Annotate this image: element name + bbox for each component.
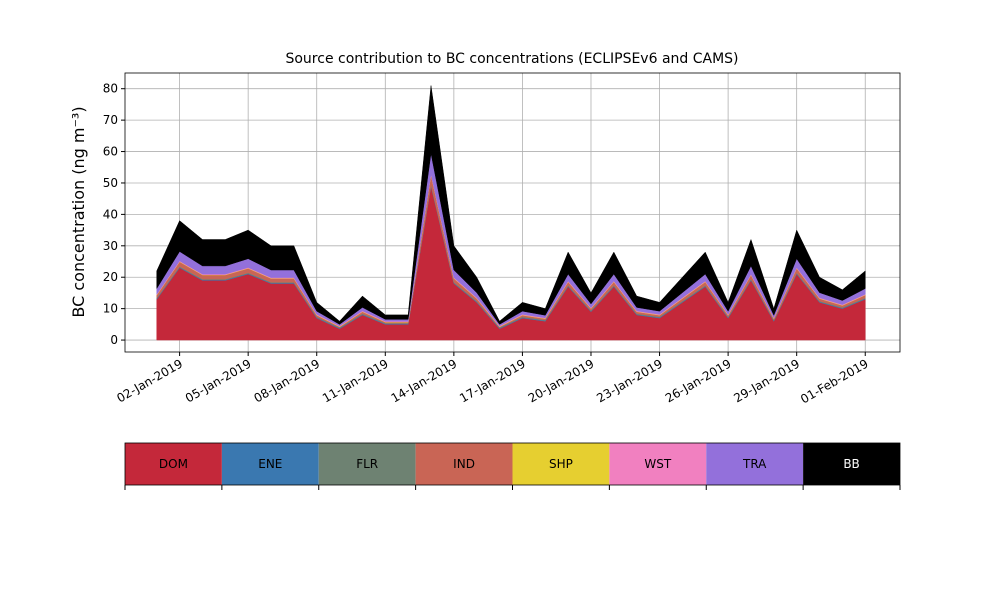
y-tick-label: 80 <box>103 82 118 96</box>
legend-swatch <box>125 443 222 485</box>
x-tick-label: 20-Jan-2019 <box>526 356 597 405</box>
legend-swatch <box>803 443 900 485</box>
x-tick-label: 23-Jan-2019 <box>594 356 665 405</box>
x-tick-label: 14-Jan-2019 <box>389 356 460 405</box>
legend-label: IND <box>453 457 475 471</box>
y-tick-label: 60 <box>103 145 118 159</box>
y-tick-label: 0 <box>110 333 118 347</box>
legend-label: DOM <box>159 457 188 471</box>
x-tick-label: 29-Jan-2019 <box>731 356 802 405</box>
chart-title: Source contribution to BC concentrations… <box>285 51 738 67</box>
legend-label: TRA <box>742 457 767 471</box>
legend-label: BB <box>843 457 859 471</box>
x-tick-label: 08-Jan-2019 <box>251 356 322 405</box>
legend-swatch <box>318 443 416 485</box>
x-tick-label: 26-Jan-2019 <box>663 356 734 405</box>
legend-swatch <box>415 443 513 485</box>
legend-label: SHP <box>549 457 573 471</box>
legend-label: ENE <box>258 457 282 471</box>
x-tick-label: 11-Jan-2019 <box>320 356 391 405</box>
legend-swatch <box>512 443 610 485</box>
plot-frame <box>124 72 901 353</box>
x-tick-label: 01-Feb-2019 <box>798 356 871 406</box>
area <box>156 85 866 325</box>
legend-swatch <box>706 443 804 485</box>
legend-label: FLR <box>356 457 378 471</box>
y-tick-label: 50 <box>103 176 118 190</box>
legend-swatch <box>609 443 707 485</box>
y-tick-label: 10 <box>103 302 118 316</box>
x-tick-label: 02-Jan-2019 <box>114 356 185 405</box>
y-tick-label: 70 <box>103 113 118 127</box>
x-tick-label: 05-Jan-2019 <box>183 356 254 405</box>
y-axis-label: BC concentration (ng m⁻³) <box>69 106 88 317</box>
legend-label: WST <box>644 457 671 471</box>
legend-swatch <box>221 443 319 485</box>
y-tick-label: 20 <box>103 270 118 284</box>
y-tick-label: 40 <box>103 207 118 221</box>
x-tick-label: 17-Jan-2019 <box>457 356 528 405</box>
y-tick-label: 30 <box>103 239 118 253</box>
